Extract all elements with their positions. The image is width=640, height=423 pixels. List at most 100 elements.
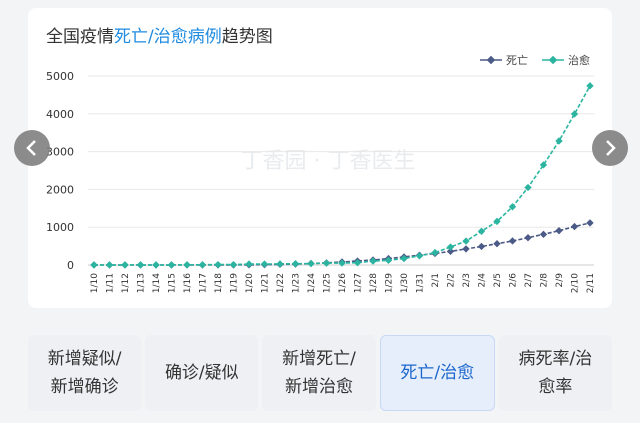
next-chart-button[interactable] <box>592 130 628 166</box>
data-point[interactable] <box>338 259 346 267</box>
chevron-left-icon <box>26 140 36 156</box>
data-point[interactable] <box>384 256 393 264</box>
legend-label-death: 死亡 <box>506 54 528 67</box>
tab-label-line1: 新增疑似/ <box>47 349 122 369</box>
data-point[interactable] <box>555 227 563 235</box>
x-tick-label: 1/27 <box>354 273 364 293</box>
x-tick-label: 1/25 <box>323 273 333 293</box>
data-point[interactable] <box>431 248 439 257</box>
prev-chart-button[interactable] <box>14 130 50 166</box>
x-tick-label: 2/7 <box>524 273 534 287</box>
x-tick-label: 2/4 <box>478 273 488 288</box>
data-point[interactable] <box>353 259 362 267</box>
data-point[interactable] <box>570 222 579 231</box>
data-point[interactable] <box>400 254 408 263</box>
data-point[interactable] <box>322 259 331 267</box>
data-point[interactable] <box>214 260 222 269</box>
series-line <box>94 85 591 266</box>
tab-label-line2: 新增治愈 <box>285 377 353 397</box>
y-tick-label: 5000 <box>46 70 74 83</box>
y-tick-label: 2000 <box>46 183 74 196</box>
data-point[interactable] <box>555 137 563 145</box>
data-point[interactable] <box>446 247 455 256</box>
tab-death-cured[interactable]: 死亡/治愈 <box>379 335 495 411</box>
tab-label-line1: 确诊/疑似 <box>164 363 239 383</box>
data-point[interactable] <box>446 243 455 251</box>
x-tick-label: 1/19 <box>230 273 240 293</box>
watermark-text: 丁香园 · 丁香医生 <box>241 149 416 174</box>
y-tick-label: 3000 <box>46 146 74 159</box>
x-tick-label: 1/20 <box>245 273 255 293</box>
tab-new-suspected-new-confirmed[interactable]: 新增疑似/新增确诊 <box>28 335 142 411</box>
x-tick-label: 1/24 <box>307 273 317 293</box>
data-point[interactable] <box>477 242 486 251</box>
legend-swatch-death <box>480 56 502 64</box>
x-tick-label: 1/16 <box>183 273 193 293</box>
x-tick-label: 2/11 <box>586 273 596 293</box>
data-point[interactable] <box>136 261 145 269</box>
y-tick-label: 0 <box>67 259 74 272</box>
tab-fatality-cure-rate[interactable]: 病死率/治愈率 <box>498 335 613 411</box>
x-tick-label: 2/2 <box>447 273 457 287</box>
x-tick-label: 1/15 <box>168 273 178 293</box>
x-tick-label: 1/21 <box>261 273 271 293</box>
x-tick-label: 1/12 <box>121 273 131 293</box>
legend-item-death[interactable]: 死亡 <box>480 52 528 68</box>
chevron-right-icon <box>606 140 616 156</box>
x-tick-label: 2/10 <box>571 273 581 293</box>
x-tick-label: 2/3 <box>462 273 472 287</box>
x-tick-label: 1/29 <box>385 273 395 293</box>
line-chart: 丁香园 · 丁香医生 0 1000 2000 3000 4000 5000 1/10 1/1… <box>46 70 596 293</box>
x-tick-label: 1/10 <box>90 273 100 293</box>
legend-swatch-cured <box>542 56 564 64</box>
chart-title-highlight: 死亡/治愈病例 <box>114 27 222 47</box>
x-tick-label: 2/5 <box>493 273 503 287</box>
x-tick-label: 2/8 <box>540 273 550 288</box>
data-point[interactable] <box>229 260 238 269</box>
legend-item-cured[interactable]: 治愈 <box>542 52 590 68</box>
tab-label-line1: 病死率/治 <box>518 349 593 369</box>
data-point[interactable] <box>121 261 129 269</box>
data-point[interactable] <box>508 237 517 245</box>
data-point[interactable] <box>167 261 176 269</box>
tab-label-line1: 新增死亡/ <box>282 349 356 369</box>
data-point[interactable] <box>245 260 253 268</box>
data-point[interactable] <box>586 219 594 227</box>
data-point[interactable] <box>260 260 269 268</box>
series-cured <box>90 82 594 269</box>
data-point[interactable] <box>105 261 114 269</box>
x-tick-label: 1/14 <box>152 273 162 293</box>
chart-card: 全国疫情死亡/治愈病例趋势图 死亡 治愈 丁香园 · 丁香医生 0 1000 200… <box>28 8 612 308</box>
chart-title-prefix: 全国疫情 <box>46 27 114 47</box>
x-tick-label: 1/31 <box>416 273 426 293</box>
data-point[interactable] <box>570 110 579 118</box>
legend-label-cured: 治愈 <box>568 54 590 67</box>
chart-legend: 死亡 治愈 <box>480 52 590 68</box>
x-tick-label: 1/28 <box>369 273 379 293</box>
x-tick-label: 1/17 <box>199 273 209 293</box>
tab-label-line2: 新增确诊 <box>50 377 119 397</box>
data-point[interactable] <box>152 261 160 269</box>
data-point[interactable] <box>307 259 315 268</box>
data-point[interactable] <box>369 257 377 265</box>
data-point[interactable] <box>183 261 191 269</box>
data-point[interactable] <box>276 260 284 268</box>
data-point[interactable] <box>198 261 207 269</box>
data-point[interactable] <box>524 183 532 192</box>
data-point[interactable] <box>493 240 501 248</box>
x-tick-label: 1/18 <box>214 273 224 293</box>
data-point[interactable] <box>462 245 470 253</box>
tab-new-death-new-cured[interactable]: 新增死亡/新增治愈 <box>262 335 376 411</box>
data-point[interactable] <box>415 252 424 260</box>
tab-confirmed-suspected[interactable]: 确诊/疑似 <box>145 335 259 411</box>
x-tick-label: 1/26 <box>338 273 348 293</box>
tab-label-line2: 愈率 <box>538 377 573 397</box>
data-point[interactable] <box>524 234 532 242</box>
data-point[interactable] <box>291 260 300 268</box>
data-point[interactable] <box>586 82 594 90</box>
y-tick-label: 4000 <box>46 108 74 121</box>
data-point[interactable] <box>539 230 548 239</box>
x-tick-label: 1/11 <box>106 273 116 293</box>
tab-label-line1: 死亡/治愈 <box>400 363 475 383</box>
data-point[interactable] <box>90 261 98 269</box>
